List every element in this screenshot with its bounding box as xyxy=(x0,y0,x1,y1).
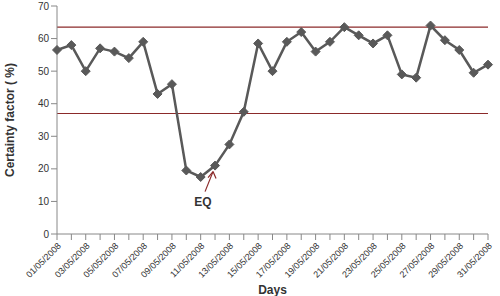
svg-text:21/05/2008: 21/05/2008 xyxy=(311,240,351,280)
svg-text:0: 0 xyxy=(43,229,49,240)
svg-text:EQ: EQ xyxy=(194,195,211,209)
svg-text:09/05/2008: 09/05/2008 xyxy=(138,240,178,280)
svg-text:17/05/2008: 17/05/2008 xyxy=(253,240,293,280)
svg-text:07/05/2008: 07/05/2008 xyxy=(110,240,150,280)
svg-text:03/05/2008: 03/05/2008 xyxy=(52,240,92,280)
svg-text:01/05/2008: 01/05/2008 xyxy=(24,240,63,280)
svg-text:50: 50 xyxy=(38,66,50,77)
svg-text:13/05/2008: 13/05/2008 xyxy=(196,240,236,280)
svg-text:11/05/2008: 11/05/2008 xyxy=(168,240,207,280)
svg-text:27/05/2008: 27/05/2008 xyxy=(397,240,437,280)
svg-text:05/05/2008: 05/05/2008 xyxy=(81,240,121,280)
svg-text:29/05/2008: 29/05/2008 xyxy=(426,240,466,280)
svg-text:10: 10 xyxy=(38,196,50,207)
svg-text:30: 30 xyxy=(38,131,50,142)
svg-text:15/05/2008: 15/05/2008 xyxy=(225,240,265,280)
svg-text:40: 40 xyxy=(38,98,50,109)
svg-text:70: 70 xyxy=(38,1,50,12)
svg-text:25/05/2008: 25/05/2008 xyxy=(368,240,408,280)
svg-text:20: 20 xyxy=(38,163,50,174)
svg-text:Days: Days xyxy=(258,283,287,296)
svg-text:19/05/2008: 19/05/2008 xyxy=(282,240,322,280)
svg-text:23/05/2008: 23/05/2008 xyxy=(340,240,379,280)
svg-text:60: 60 xyxy=(38,33,50,44)
svg-text:31/05/2008: 31/05/2008 xyxy=(455,241,494,280)
svg-text:Certainty factor ( %): Certainty factor ( %) xyxy=(3,63,17,177)
